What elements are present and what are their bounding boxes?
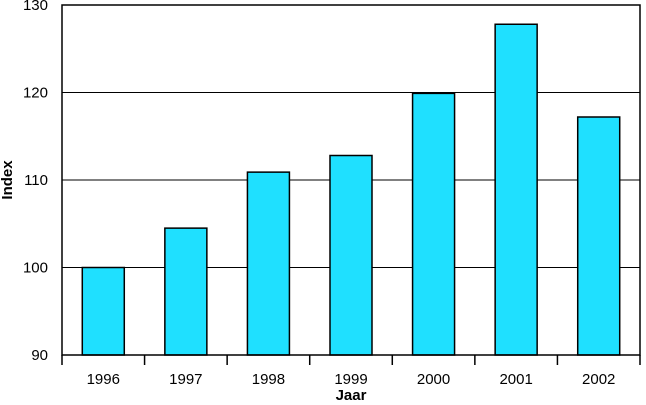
bar-2001 [494,23,538,356]
x-axis-title: Jaar [336,387,367,404]
x-tick-label: 1996 [87,371,120,388]
x-tick-label: 1999 [334,371,367,388]
x-tick-label: 1998 [252,371,285,388]
x-tick-label: 1997 [169,371,202,388]
bar-1997 [164,227,208,356]
y-tick-label: 90 [31,347,48,364]
bar-1996 [81,266,126,356]
bar-2000 [411,92,456,356]
x-tick-label: 2001 [499,371,532,388]
y-axis: 90 100 110 120 130 [23,0,48,364]
y-tick-label: 100 [23,260,48,277]
plot-frame [61,4,641,356]
bars [81,23,621,356]
y-tick-label: 120 [23,85,48,102]
y-axis-title: Index [0,160,16,200]
x-tick-label: 2002 [582,371,615,388]
y-tick-label: 130 [23,0,48,14]
bar-1999 [329,154,373,356]
y-tick-label: 110 [24,172,48,189]
bar-2002 [576,116,621,356]
x-tick-label: 2000 [417,371,450,388]
bar-1998 [246,171,291,356]
x-axis: 1996 1997 1998 1999 2000 2001 2002 [61,355,641,388]
